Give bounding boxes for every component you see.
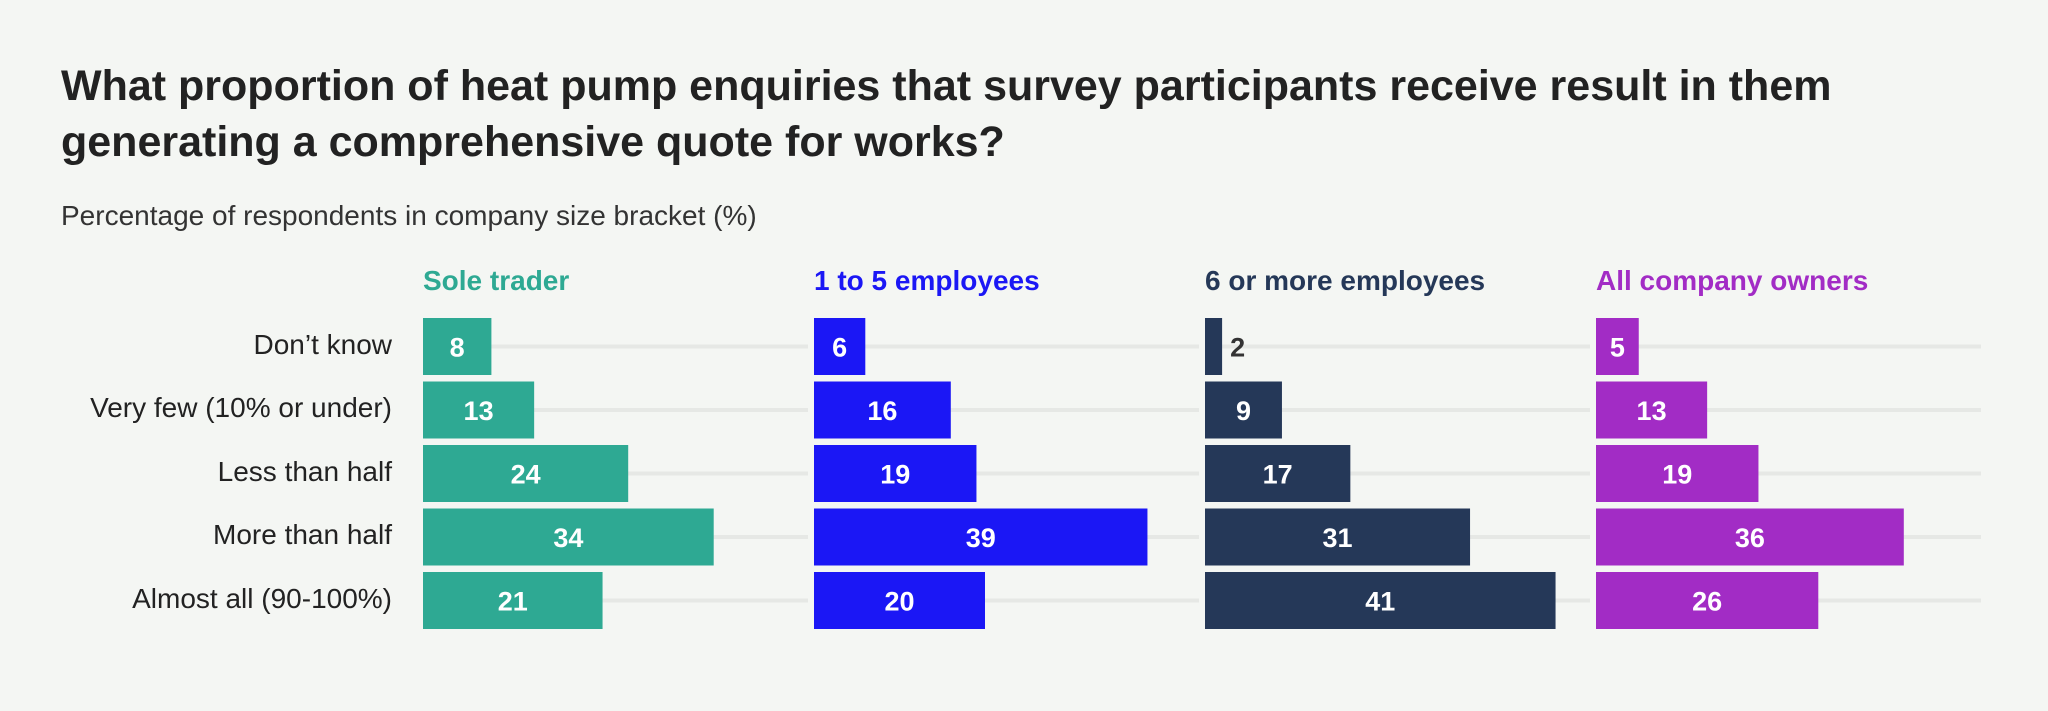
bar-1-3 [814,508,1148,566]
bar-3-1 [1596,381,1708,439]
data-label-0-2: 24 [511,460,541,490]
data-label-3-2: 19 [1662,460,1692,490]
panel-title-1-to-5: 1 to 5 employees [814,265,1040,296]
row-label-less-than-half: Less than half [217,455,392,487]
data-label-1-1: 16 [867,396,897,426]
bar-2-2 [1205,445,1351,502]
bar-3-0 [1596,318,1639,375]
chart-subtitle: Percentage of respondents in company siz… [61,200,757,231]
data-label-2-3: 31 [1323,523,1353,553]
bar-0-3 [423,508,714,566]
panel-title-sole-trader: Sole trader [423,265,570,296]
bar-2-1 [1205,381,1282,439]
bar-3-4 [1596,572,1819,629]
bar-3-2 [1596,445,1759,502]
data-label-2-1: 9 [1236,396,1251,426]
row-label-very-few: Very few (10% or under) [90,392,392,423]
data-label-2-4: 41 [1365,587,1395,617]
data-label-2-2: 17 [1263,460,1293,490]
bar-1-1 [814,381,951,439]
data-label-2-0: 2 [1230,333,1245,363]
data-label-0-0: 8 [450,333,465,363]
chart-title: What proportion of heat pump enquiries t… [61,62,1832,166]
bar-0-2 [423,445,629,502]
row-label-more-than-half: More than half [213,519,392,550]
bar-1-2 [814,445,977,502]
row-label-almost-all: Almost all (90-100%) [132,582,392,614]
bar-3-3 [1596,508,1904,566]
data-label-1-2: 19 [880,460,910,490]
bar-0-1 [423,381,535,439]
row-label-dont-know: Don’t know [253,328,392,360]
panel-title-all-owners: All company owners [1596,265,1869,296]
data-label-0-1: 13 [464,396,494,426]
data-label-3-1: 13 [1637,396,1667,426]
bar-0-4 [423,572,603,629]
bar-2-0 [1205,318,1223,375]
bar-2-4 [1205,572,1556,629]
data-label-0-4: 21 [498,587,528,617]
bar-1-4 [814,572,985,629]
data-label-3-0: 5 [1610,333,1625,363]
bar-2-3 [1205,508,1471,566]
data-label-1-4: 20 [884,587,914,617]
panel-title-6-or-more: 6 or more employees [1205,265,1486,296]
data-label-3-4: 26 [1692,587,1722,617]
data-label-0-3: 34 [553,523,583,553]
bar-1-0 [814,318,866,375]
bar-0-0 [423,318,492,375]
data-label-1-0: 6 [832,333,847,363]
data-label-1-3: 39 [966,523,996,553]
data-label-3-3: 36 [1735,523,1765,553]
